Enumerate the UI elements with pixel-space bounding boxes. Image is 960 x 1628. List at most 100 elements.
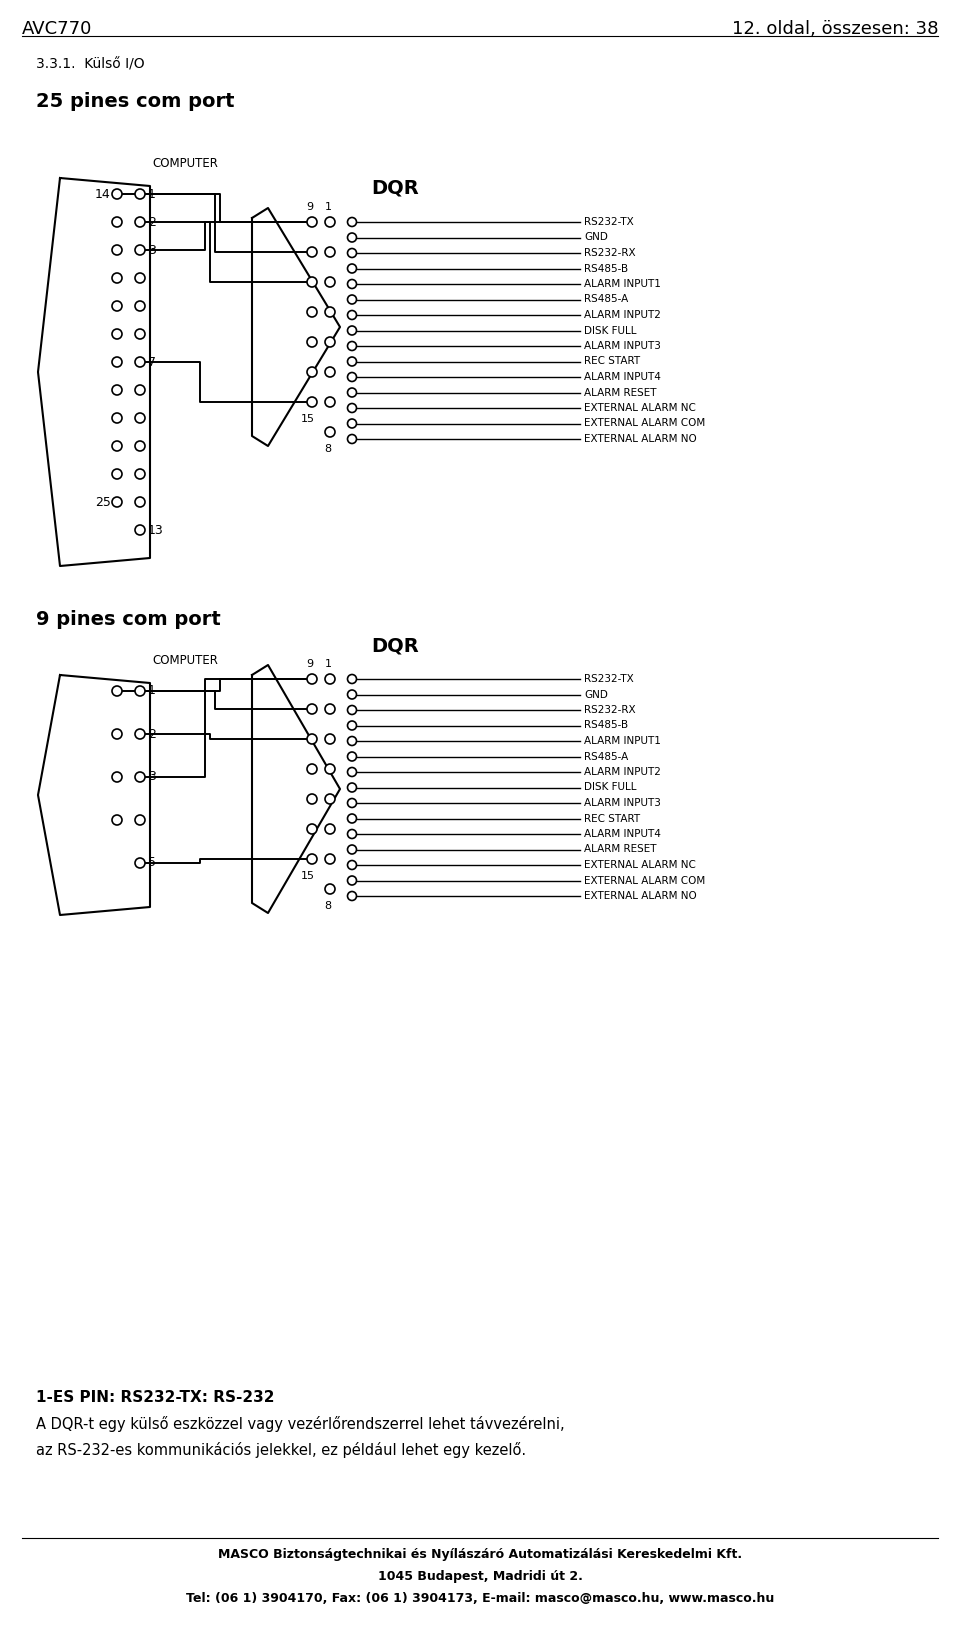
Text: 3.3.1.  Külső I/O: 3.3.1. Külső I/O bbox=[36, 59, 145, 72]
Text: 12. oldal, összesen: 38: 12. oldal, összesen: 38 bbox=[732, 20, 938, 37]
Text: ALARM INPUT4: ALARM INPUT4 bbox=[584, 829, 660, 838]
Circle shape bbox=[325, 217, 335, 226]
Circle shape bbox=[135, 217, 145, 226]
Circle shape bbox=[348, 357, 356, 366]
Text: 1045 Budapest, Madridi út 2.: 1045 Budapest, Madridi út 2. bbox=[377, 1569, 583, 1582]
Text: 9: 9 bbox=[306, 659, 314, 669]
Text: Tel: (06 1) 3904170, Fax: (06 1) 3904173, E-mail: masco@masco.hu, www.masco.hu: Tel: (06 1) 3904170, Fax: (06 1) 3904173… bbox=[186, 1592, 774, 1605]
Circle shape bbox=[348, 861, 356, 869]
Text: 9 pines com port: 9 pines com port bbox=[36, 610, 221, 628]
Circle shape bbox=[307, 703, 317, 715]
Circle shape bbox=[348, 814, 356, 824]
Text: EXTERNAL ALARM NC: EXTERNAL ALARM NC bbox=[584, 860, 696, 869]
Text: 3: 3 bbox=[148, 770, 156, 783]
Text: RS485-B: RS485-B bbox=[584, 721, 628, 731]
Text: DQR: DQR bbox=[372, 179, 419, 199]
Circle shape bbox=[135, 469, 145, 479]
Circle shape bbox=[112, 685, 122, 697]
Text: DQR: DQR bbox=[372, 637, 419, 654]
Text: 5: 5 bbox=[148, 856, 156, 869]
Circle shape bbox=[135, 729, 145, 739]
Text: COMPUTER: COMPUTER bbox=[152, 156, 218, 169]
Circle shape bbox=[348, 705, 356, 715]
Circle shape bbox=[325, 674, 335, 684]
Circle shape bbox=[348, 752, 356, 760]
Circle shape bbox=[135, 301, 145, 311]
Circle shape bbox=[348, 798, 356, 807]
Circle shape bbox=[348, 218, 356, 226]
Circle shape bbox=[307, 734, 317, 744]
Text: 8: 8 bbox=[324, 900, 331, 912]
Circle shape bbox=[348, 342, 356, 350]
Circle shape bbox=[135, 685, 145, 697]
Circle shape bbox=[307, 366, 317, 378]
Circle shape bbox=[348, 892, 356, 900]
Circle shape bbox=[307, 308, 317, 317]
Circle shape bbox=[325, 703, 335, 715]
Circle shape bbox=[112, 729, 122, 739]
Text: 14: 14 bbox=[95, 187, 110, 200]
Polygon shape bbox=[38, 177, 150, 567]
Circle shape bbox=[348, 830, 356, 838]
Text: 3: 3 bbox=[148, 244, 156, 257]
Text: RS232-TX: RS232-TX bbox=[584, 217, 634, 226]
Circle shape bbox=[325, 427, 335, 436]
Text: 9: 9 bbox=[306, 202, 314, 212]
Text: DISK FULL: DISK FULL bbox=[584, 783, 636, 793]
Text: az RS-232-es kommunikációs jelekkel, ez például lehet egy kezelő.: az RS-232-es kommunikációs jelekkel, ez … bbox=[36, 1442, 526, 1459]
Text: 15: 15 bbox=[301, 871, 315, 881]
Text: A DQR-t egy külső eszközzel vagy vezérlőrendszerrel lehet távvezérelni,: A DQR-t egy külső eszközzel vagy vezérlő… bbox=[36, 1416, 564, 1433]
Circle shape bbox=[135, 244, 145, 256]
Circle shape bbox=[112, 414, 122, 423]
Circle shape bbox=[348, 876, 356, 886]
Circle shape bbox=[348, 387, 356, 397]
Circle shape bbox=[135, 441, 145, 451]
Circle shape bbox=[135, 497, 145, 506]
Circle shape bbox=[112, 357, 122, 366]
Circle shape bbox=[135, 329, 145, 339]
Circle shape bbox=[307, 247, 317, 257]
Circle shape bbox=[348, 249, 356, 257]
Text: 1: 1 bbox=[148, 187, 156, 200]
Text: ALARM RESET: ALARM RESET bbox=[584, 387, 657, 397]
Text: COMPUTER: COMPUTER bbox=[152, 654, 218, 667]
Circle shape bbox=[325, 824, 335, 834]
Polygon shape bbox=[252, 208, 340, 446]
Circle shape bbox=[112, 244, 122, 256]
Text: RS232-RX: RS232-RX bbox=[584, 705, 636, 715]
Text: EXTERNAL ALARM COM: EXTERNAL ALARM COM bbox=[584, 876, 706, 886]
Text: ALARM INPUT2: ALARM INPUT2 bbox=[584, 767, 660, 777]
Text: EXTERNAL ALARM NC: EXTERNAL ALARM NC bbox=[584, 404, 696, 414]
Circle shape bbox=[325, 308, 335, 317]
Circle shape bbox=[348, 418, 356, 428]
Circle shape bbox=[325, 366, 335, 378]
Text: 1: 1 bbox=[324, 659, 331, 669]
Circle shape bbox=[348, 783, 356, 791]
Text: RS485-B: RS485-B bbox=[584, 264, 628, 274]
Circle shape bbox=[307, 855, 317, 864]
Circle shape bbox=[307, 764, 317, 773]
Text: 25 pines com port: 25 pines com port bbox=[36, 93, 234, 111]
Circle shape bbox=[325, 277, 335, 287]
Text: MASCO Biztonságtechnikai és Nyílászáró Automatizálási Kereskedelmi Kft.: MASCO Biztonságtechnikai és Nyílászáró A… bbox=[218, 1548, 742, 1561]
Text: RS232-RX: RS232-RX bbox=[584, 247, 636, 257]
Circle shape bbox=[135, 274, 145, 283]
Text: 1: 1 bbox=[324, 202, 331, 212]
Text: 1-ES PIN: RS232-TX: RS-232: 1-ES PIN: RS232-TX: RS-232 bbox=[36, 1390, 275, 1405]
Text: REC START: REC START bbox=[584, 814, 640, 824]
Circle shape bbox=[348, 435, 356, 443]
Circle shape bbox=[307, 217, 317, 226]
Text: ALARM INPUT4: ALARM INPUT4 bbox=[584, 373, 660, 383]
Circle shape bbox=[112, 301, 122, 311]
Circle shape bbox=[348, 373, 356, 381]
Text: 1: 1 bbox=[148, 684, 156, 697]
Circle shape bbox=[325, 247, 335, 257]
Circle shape bbox=[325, 794, 335, 804]
Text: ALARM INPUT1: ALARM INPUT1 bbox=[584, 736, 660, 746]
Circle shape bbox=[135, 524, 145, 536]
Circle shape bbox=[135, 357, 145, 366]
Circle shape bbox=[112, 329, 122, 339]
Circle shape bbox=[135, 414, 145, 423]
Text: EXTERNAL ALARM COM: EXTERNAL ALARM COM bbox=[584, 418, 706, 428]
Text: 15: 15 bbox=[301, 414, 315, 423]
